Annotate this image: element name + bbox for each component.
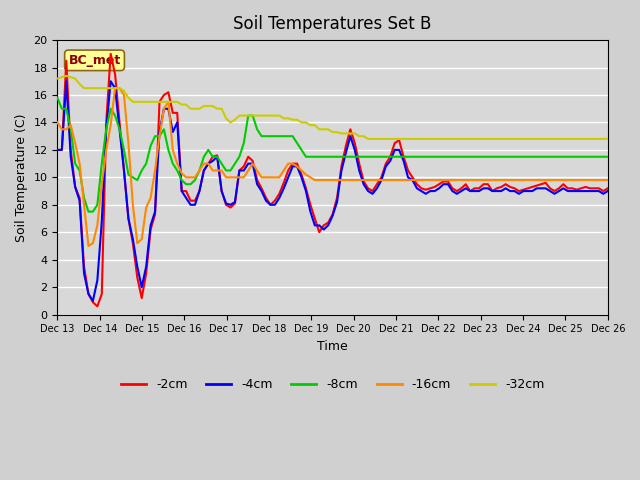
Title: Soil Temperatures Set B: Soil Temperatures Set B [234, 15, 432, 33]
Text: BC_met: BC_met [68, 54, 121, 67]
Legend: -2cm, -4cm, -8cm, -16cm, -32cm: -2cm, -4cm, -8cm, -16cm, -32cm [116, 373, 549, 396]
Y-axis label: Soil Temperature (C): Soil Temperature (C) [15, 113, 28, 241]
X-axis label: Time: Time [317, 340, 348, 353]
